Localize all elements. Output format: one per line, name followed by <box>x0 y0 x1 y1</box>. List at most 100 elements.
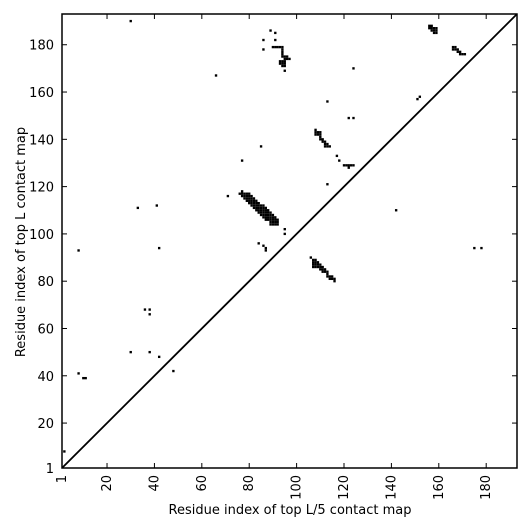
contact-point <box>430 24 433 27</box>
contact-point <box>333 277 336 281</box>
contact-point <box>259 206 263 210</box>
contact-point <box>342 164 346 167</box>
contact-point <box>248 194 251 198</box>
contact-point <box>274 45 277 49</box>
diagonal-line <box>61 13 518 469</box>
contact-point <box>352 67 355 70</box>
contact-point <box>259 204 263 207</box>
contact-point <box>259 209 263 212</box>
x-tick-label: 100 <box>290 475 305 500</box>
contact-point <box>326 275 329 278</box>
contact-point <box>281 64 284 68</box>
contact-point <box>278 62 282 65</box>
y-tick-label: 180 <box>29 39 54 54</box>
contact-point <box>214 74 218 77</box>
plot-frame <box>61 13 518 469</box>
contact-point <box>264 218 267 221</box>
contact-point <box>155 204 158 207</box>
contact-point <box>456 48 459 51</box>
contact-point <box>328 275 331 278</box>
contact-point <box>326 272 329 276</box>
contact-point <box>316 133 320 136</box>
contact-point <box>136 206 140 210</box>
contact-point <box>262 211 265 214</box>
contact-point <box>262 216 265 219</box>
contact-point <box>264 246 267 250</box>
contact-point <box>243 194 246 198</box>
x-tick-label: 140 <box>384 475 399 500</box>
contact-point <box>250 199 253 202</box>
contact-point <box>271 220 275 224</box>
contact-point <box>463 53 467 56</box>
contact-point <box>432 27 436 30</box>
y-tick-label: 1 <box>46 462 54 477</box>
contact-point <box>269 211 272 214</box>
contact-point <box>257 206 260 210</box>
contact-point <box>321 138 324 141</box>
contact-point <box>338 159 341 162</box>
x-axis-ticks: 1 20 40 60 80 100 120 140 160 180 <box>55 14 494 500</box>
contact-point <box>283 55 286 58</box>
contact-point <box>352 164 355 167</box>
contact-point <box>283 227 286 231</box>
y-tick-label: 40 <box>37 370 54 385</box>
contact-point <box>240 159 244 162</box>
contact-point <box>326 142 329 146</box>
contact-point <box>271 223 275 226</box>
contact-point <box>262 213 265 217</box>
y-tick-label: 140 <box>29 133 54 148</box>
contact-point <box>264 206 267 210</box>
contact-point <box>262 209 265 212</box>
contact-point <box>347 116 350 120</box>
contact-point <box>312 261 315 264</box>
contact-point <box>259 145 263 148</box>
contact-point <box>347 166 350 169</box>
contact-point <box>416 97 419 101</box>
contact-point <box>226 194 230 198</box>
contact-point <box>245 192 249 195</box>
contact-point <box>266 209 270 212</box>
contact-point <box>458 53 462 56</box>
contact-point <box>266 216 270 219</box>
contact-point <box>245 194 249 198</box>
contact-point <box>323 145 327 148</box>
contact-point <box>430 29 433 32</box>
contact-point <box>314 263 317 266</box>
contact-point <box>271 218 275 221</box>
contact-point <box>319 131 322 134</box>
contact-point <box>148 308 151 311</box>
contact-point <box>281 55 284 58</box>
contact-point <box>314 261 317 264</box>
y-tick-label: 60 <box>37 322 54 337</box>
contact-point <box>330 277 334 281</box>
contact-point <box>461 53 464 56</box>
contact-point <box>281 48 284 51</box>
contact-point <box>255 206 258 210</box>
contact-point <box>330 275 334 278</box>
contact-point <box>266 213 270 217</box>
contact-point <box>255 209 258 212</box>
contact-point <box>321 268 324 271</box>
contact-point <box>319 268 322 271</box>
contact-point <box>250 201 253 205</box>
y-tick-label: 100 <box>29 228 54 243</box>
contact-point <box>245 199 249 202</box>
contact-point <box>243 197 246 200</box>
contact-point <box>314 258 317 262</box>
x-tick-label: 180 <box>479 475 494 500</box>
contact-point <box>428 27 431 30</box>
contact-point <box>262 38 265 42</box>
contact-point <box>274 31 277 35</box>
contact-point <box>285 57 289 61</box>
contact-point <box>172 369 175 373</box>
contact-point <box>264 249 267 252</box>
contact-point <box>63 450 66 453</box>
contact-point <box>326 145 329 148</box>
contact-point <box>257 242 260 245</box>
contact-point <box>264 213 267 217</box>
x-tick-label: 60 <box>195 475 210 492</box>
contact-point <box>262 206 265 210</box>
contact-point <box>281 50 284 54</box>
contact-point <box>274 38 277 42</box>
contact-point <box>326 270 329 273</box>
